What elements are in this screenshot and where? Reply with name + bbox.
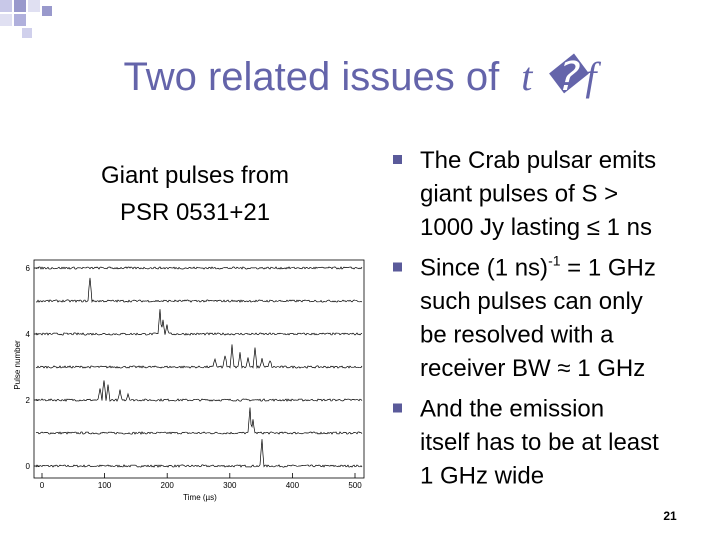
bullet-text: receiver BW ≈ 1 GHz (420, 355, 645, 382)
pulse-trace (35, 309, 363, 336)
bullet-text: = 1 GHz (561, 255, 656, 282)
y-tick-label: 2 (26, 396, 31, 405)
bullet-text: be resolved with a (420, 322, 614, 349)
x-tick-label: 300 (223, 481, 237, 490)
slide-title: Two related issues of t �f (123, 53, 601, 99)
plot-frame (33, 259, 365, 479)
y-tick-label: 4 (26, 330, 31, 339)
bullet-text: such pulses can only (420, 288, 643, 315)
left-heading: PSR 0531+21 (120, 199, 270, 226)
title-symbol: �f (544, 53, 601, 99)
bullet-line: giant pulses of S > (420, 181, 618, 208)
bullet-line: And the emission (420, 396, 604, 423)
bullet-line: be resolved with a (420, 322, 614, 349)
bullet-line: receiver BW ≈ 1 GHz (420, 355, 645, 382)
bullet-marker (393, 155, 402, 164)
bullet-line: Since (1 ns)-1 = 1 GHz (420, 253, 656, 282)
page-number: 21 (663, 509, 677, 523)
bullet-marker (393, 403, 402, 413)
title-math: t (521, 54, 533, 99)
bullet-list: The Crab pulsar emits giant pulses of S >… (393, 147, 659, 490)
y-axis-label: Pulse number (13, 340, 22, 390)
x-axis-label: Time (µs) (183, 493, 217, 502)
pulse-trace (35, 380, 363, 402)
bullet-text: The Crab pulsar emits (420, 147, 656, 174)
pulse-trace (35, 266, 363, 270)
x-tick-label: 400 (286, 481, 300, 490)
bullet-text: itself has to be at least (420, 429, 659, 456)
left-heading: Giant pulses from (101, 162, 289, 189)
title-text: Two related issues of (123, 55, 500, 99)
bullet-line: The Crab pulsar emits (420, 147, 656, 174)
bullet-line: 1000 Jy lasting ≤ 1 ns (420, 214, 652, 241)
bullet-text: giant pulses of S > (420, 181, 618, 208)
pulse-trace (35, 439, 363, 468)
y-tick-label: 0 (26, 462, 31, 471)
bullet-line: 1 GHz wide (420, 463, 544, 490)
bullet-marker (393, 262, 402, 272)
x-tick-label: 200 (161, 481, 175, 490)
bullet-text: And the emission (420, 396, 604, 423)
bullet-line: itself has to be at least (420, 429, 659, 456)
x-tick-label: 500 (348, 481, 362, 490)
bullet-text: -1 (548, 253, 561, 269)
x-tick-label: 100 (98, 481, 112, 490)
figure: 0 100 200 300 400 500 0 2 4 6 Time (µs) Pulse numbe… (13, 259, 365, 502)
pulse-trace (35, 277, 363, 303)
pulse-trace (35, 344, 363, 369)
pulse-trace (35, 407, 363, 435)
x-tick-label: 0 (40, 481, 45, 490)
y-tick-label: 6 (26, 264, 31, 273)
corner-decoration (0, 0, 52, 38)
bullet-text: Since (1 ns) (420, 255, 548, 282)
bullet-text: 1000 Jy lasting ≤ 1 ns (420, 214, 652, 241)
bullet-line: such pulses can only (420, 288, 643, 315)
bullet-text: 1 GHz wide (420, 463, 544, 490)
